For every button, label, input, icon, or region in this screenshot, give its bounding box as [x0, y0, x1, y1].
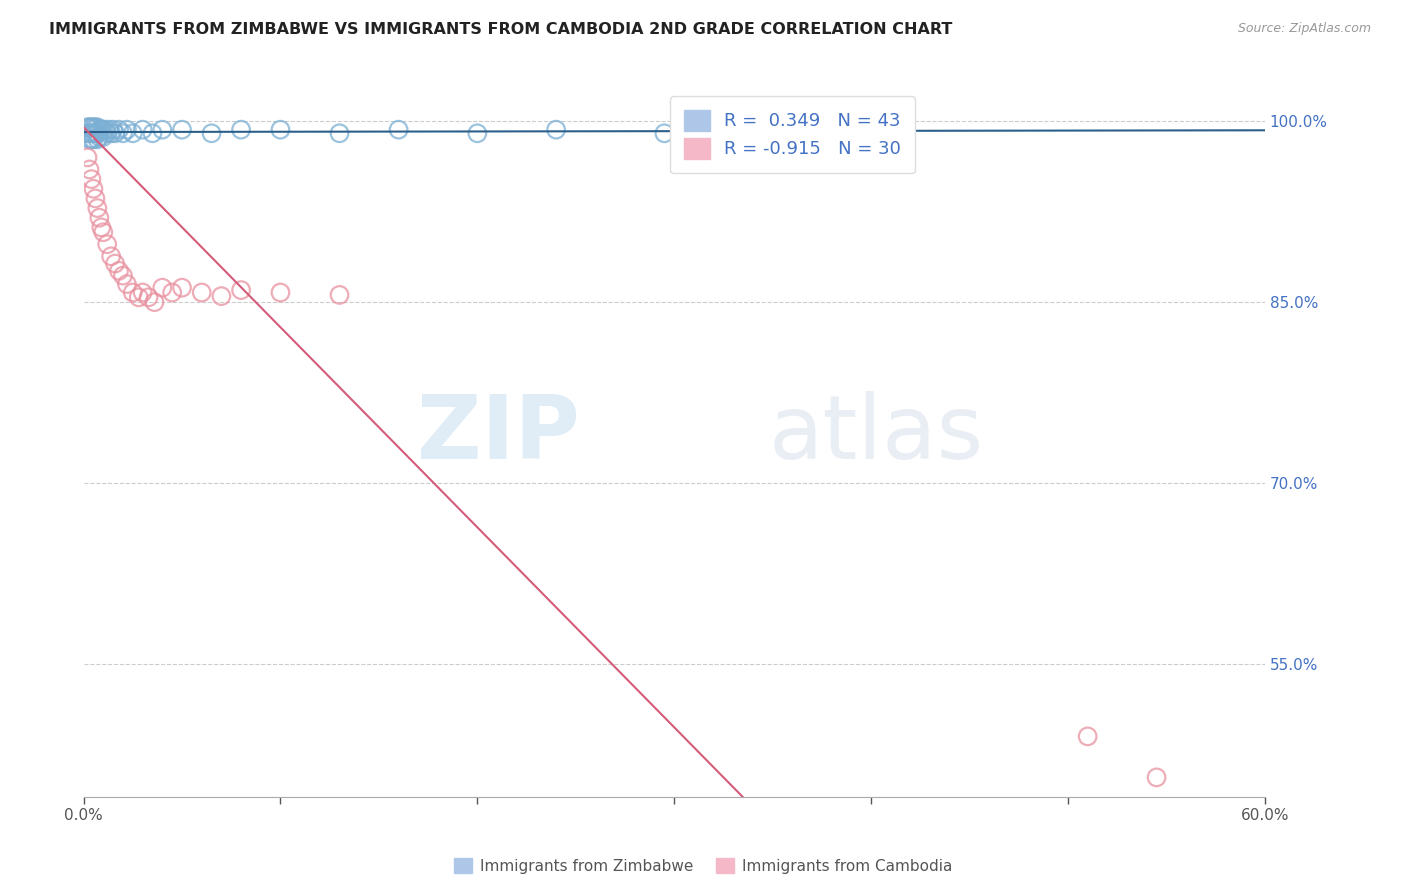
- Point: [111, 126, 134, 140]
- Text: IMMIGRANTS FROM ZIMBABWE VS IMMIGRANTS FROM CAMBODIA 2ND GRADE CORRELATION CHART: IMMIGRANTS FROM ZIMBABWE VS IMMIGRANTS F…: [49, 22, 953, 37]
- Point: [90, 122, 112, 136]
- Point: [121, 126, 143, 140]
- Point: [89, 129, 111, 144]
- Point: [200, 126, 222, 140]
- Point: [86, 201, 108, 215]
- Point: [328, 126, 350, 140]
- Point: [1077, 730, 1099, 744]
- Point: [76, 120, 98, 135]
- Point: [170, 281, 193, 295]
- Point: [1146, 770, 1168, 784]
- Point: [91, 225, 114, 239]
- Point: [80, 120, 103, 135]
- Point: [138, 290, 160, 304]
- Point: [209, 289, 232, 303]
- Point: [90, 220, 112, 235]
- Point: [546, 122, 568, 136]
- Point: [115, 122, 138, 136]
- Point: [80, 126, 103, 140]
- Text: atlas: atlas: [769, 392, 984, 478]
- Point: [170, 122, 193, 136]
- Point: [121, 285, 143, 300]
- Point: [143, 295, 166, 310]
- Point: [80, 172, 103, 186]
- Point: [86, 126, 108, 140]
- Point: [86, 120, 108, 135]
- Point: [104, 256, 127, 270]
- Point: [98, 122, 121, 136]
- Point: [467, 126, 489, 140]
- Point: [141, 126, 163, 140]
- Point: [229, 283, 252, 297]
- Point: [108, 122, 131, 136]
- Point: [79, 126, 101, 140]
- Point: [82, 182, 104, 196]
- Point: [84, 191, 107, 205]
- Point: [150, 122, 173, 136]
- Point: [387, 122, 409, 136]
- Point: [150, 281, 173, 295]
- Point: [101, 122, 124, 136]
- Point: [76, 126, 98, 140]
- Point: [91, 122, 114, 136]
- Point: [104, 126, 127, 140]
- Point: [84, 126, 107, 140]
- Point: [79, 132, 101, 146]
- Point: [131, 122, 153, 136]
- Legend: R =  0.349   N = 43, R = -0.915   N = 30: R = 0.349 N = 43, R = -0.915 N = 30: [671, 96, 915, 173]
- Point: [76, 150, 98, 164]
- Point: [269, 285, 291, 300]
- Point: [160, 285, 183, 300]
- Point: [654, 126, 676, 140]
- Legend: Immigrants from Zimbabwe, Immigrants from Cambodia: Immigrants from Zimbabwe, Immigrants fro…: [447, 852, 959, 880]
- Point: [82, 126, 104, 140]
- Point: [128, 290, 150, 304]
- Point: [96, 126, 118, 140]
- Point: [269, 122, 291, 136]
- Point: [82, 120, 104, 135]
- Point: [111, 268, 134, 283]
- Point: [96, 237, 118, 252]
- Point: [89, 122, 111, 136]
- Point: [328, 288, 350, 302]
- Point: [229, 122, 252, 136]
- Point: [131, 285, 153, 300]
- Point: [115, 277, 138, 291]
- Point: [190, 285, 212, 300]
- Point: [108, 264, 131, 278]
- Point: [100, 249, 122, 263]
- Text: Source: ZipAtlas.com: Source: ZipAtlas.com: [1237, 22, 1371, 36]
- Point: [79, 120, 101, 135]
- Point: [84, 120, 107, 135]
- Point: [82, 132, 104, 146]
- Point: [86, 132, 108, 146]
- Point: [89, 211, 111, 225]
- Text: ZIP: ZIP: [418, 392, 579, 478]
- Point: [79, 162, 101, 177]
- Point: [100, 126, 122, 140]
- Point: [91, 129, 114, 144]
- Point: [94, 122, 117, 136]
- Point: [80, 132, 103, 146]
